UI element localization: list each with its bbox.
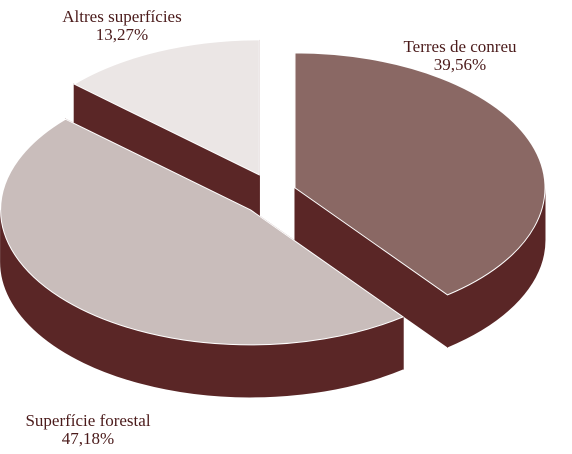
slice: [294, 52, 546, 296]
slice-value-label: 47,18%: [62, 429, 114, 448]
slice-value-label: 39,56%: [434, 55, 486, 74]
slice-value-label: 13,27%: [96, 25, 148, 44]
slice-label: Altres superfícies: [62, 7, 181, 26]
slice: [0, 118, 405, 346]
slice-label: Superfície forestal: [25, 411, 150, 430]
slice: [73, 39, 260, 176]
slice-label: Terres de conreu: [403, 37, 517, 56]
